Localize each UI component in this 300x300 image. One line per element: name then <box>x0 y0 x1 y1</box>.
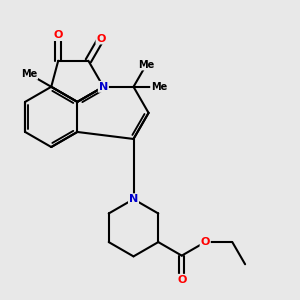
Text: N: N <box>99 82 108 92</box>
Text: Me: Me <box>151 82 167 92</box>
Text: N: N <box>129 194 138 204</box>
Text: O: O <box>53 30 63 40</box>
Text: O: O <box>177 275 186 285</box>
Text: O: O <box>96 34 106 44</box>
Text: Me: Me <box>138 60 154 70</box>
Text: O: O <box>200 237 210 247</box>
Text: Me: Me <box>21 69 37 79</box>
